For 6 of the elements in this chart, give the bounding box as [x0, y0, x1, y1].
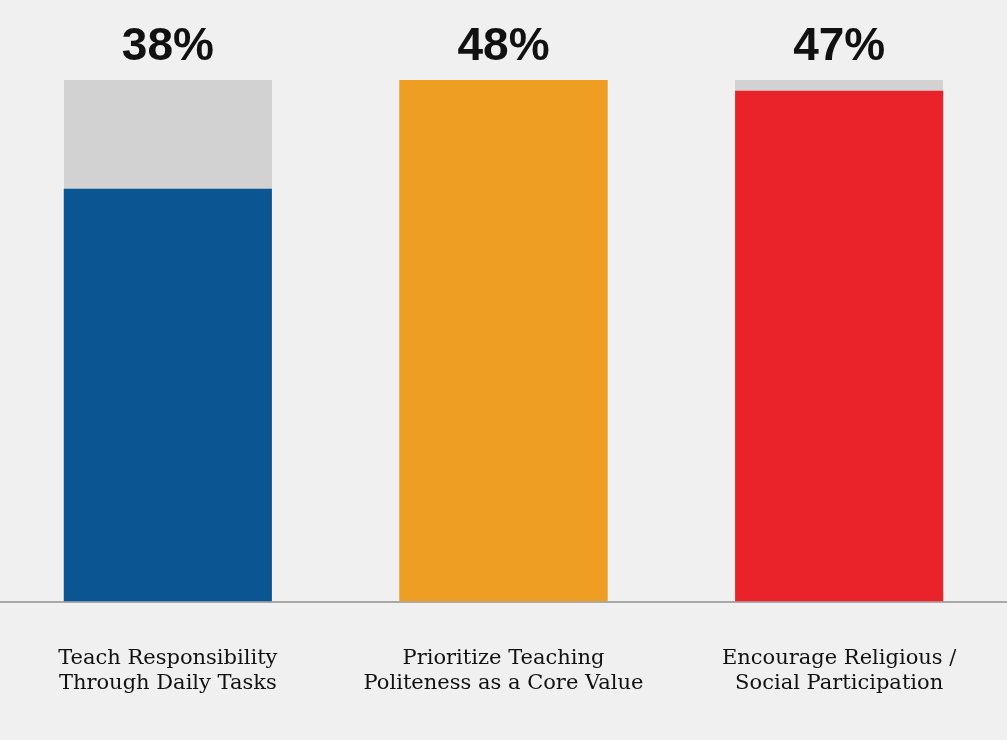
- data-label: 48%: [457, 17, 550, 70]
- x-tick-label: Teach Responsibility Through Daily Tasks: [58, 644, 278, 694]
- data-label: 47%: [793, 17, 886, 70]
- x-tick-label: Prioritize Teaching Politeness as a Core Value: [363, 644, 644, 694]
- x-tick-label: Encourage Religious / Social Participation: [721, 644, 958, 694]
- data-label: 38%: [121, 17, 214, 70]
